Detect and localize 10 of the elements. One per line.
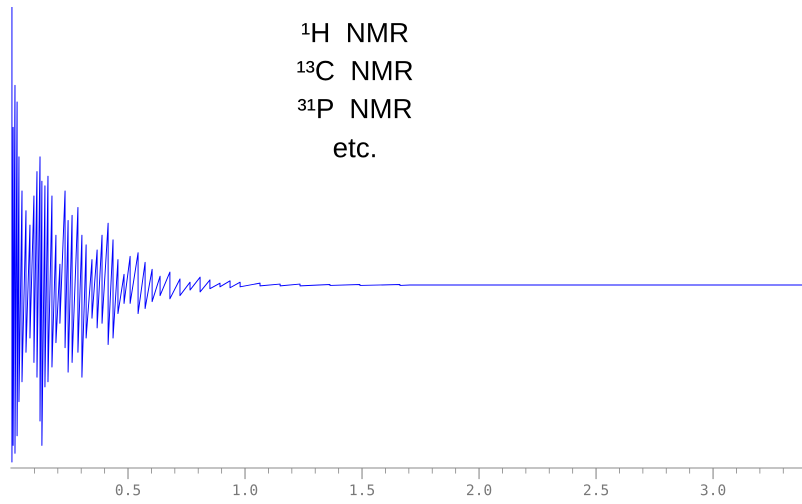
x-tick-label: 1.0 xyxy=(234,484,258,496)
annotation: ¹H NMR xyxy=(302,23,408,42)
x-tick-label: 2.0 xyxy=(466,484,492,496)
annotation: etc. xyxy=(334,139,375,158)
x-tick-label: 1.5 xyxy=(350,484,374,496)
x-tick-label: 2.5 xyxy=(584,484,608,496)
x-tick-label: 0.5 xyxy=(116,484,140,496)
annotation: ¹³C NMR xyxy=(297,60,412,80)
annotation: ³¹P NMR xyxy=(298,98,412,118)
x-tick-label: 3.0 xyxy=(700,484,726,496)
